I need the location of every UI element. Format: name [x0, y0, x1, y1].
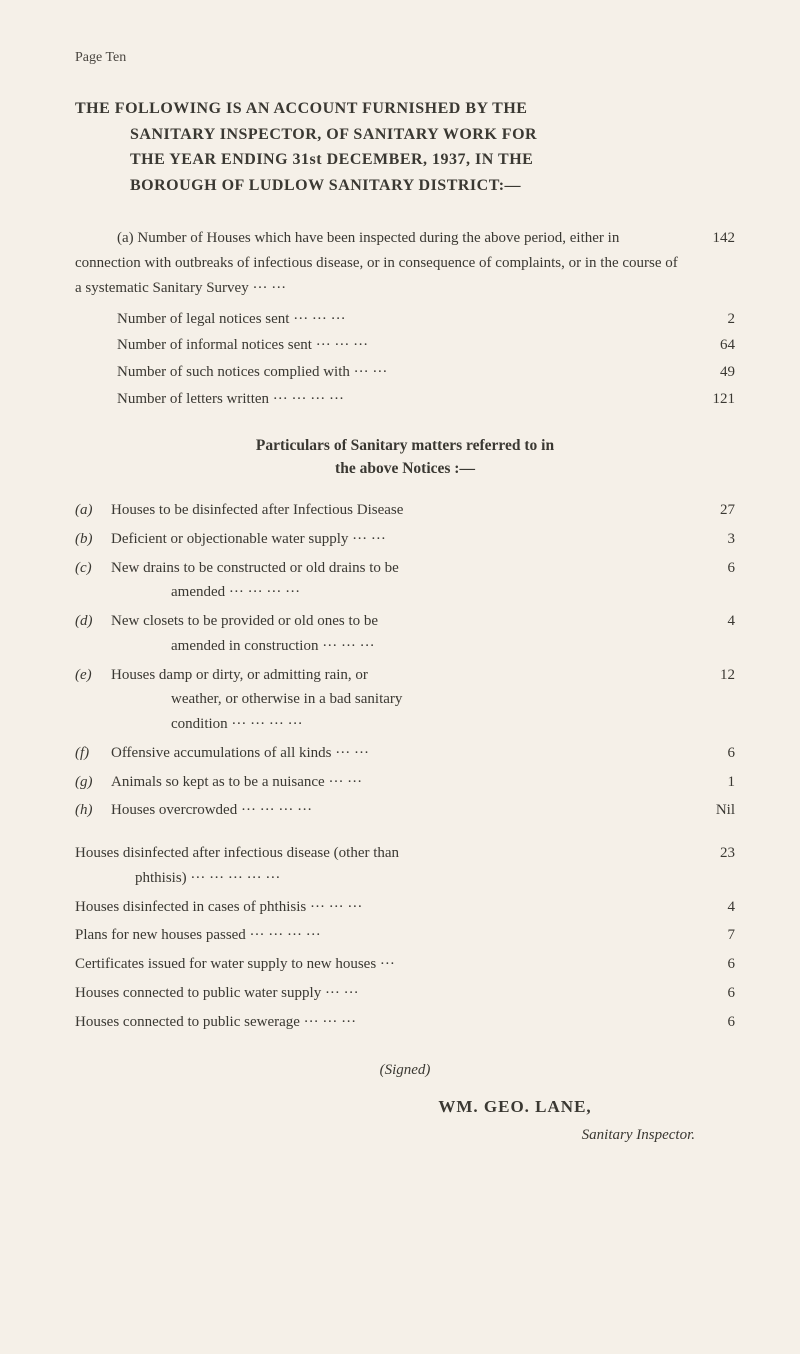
summary-text: Houses connected to public sewerage ··· …	[75, 1010, 685, 1035]
list-marker: (c)	[75, 556, 111, 581]
summary-text: Houses disinfected after infectious dise…	[75, 841, 685, 891]
list-text-cont2: condition ··· ··· ··· ···	[111, 712, 667, 737]
list-item: (f) Offensive accumulations of all kinds…	[75, 741, 735, 766]
title-line-4: BOROUGH OF LUDLOW SANITARY DISTRICT:—	[130, 173, 735, 199]
list-value: 27	[685, 498, 735, 523]
intro-paragraph: (a) Number of Houses which have been ins…	[75, 226, 685, 300]
list-text: Houses overcrowded ··· ··· ··· ···	[111, 798, 685, 823]
sub-row-label: Number of such notices complied with ···…	[75, 360, 685, 385]
sub-row-value: 2	[685, 307, 735, 332]
list-marker: (d)	[75, 609, 111, 634]
page-number-header: Page Ten	[75, 50, 735, 66]
summary-row: Certificates issued for water supply to …	[75, 952, 735, 977]
list-item: (e) Houses damp or dirty, or admitting r…	[75, 663, 735, 737]
section-title-line-2: the above Notices :—	[335, 460, 475, 477]
list-text: Houses to be disinfected after Infectiou…	[111, 498, 685, 523]
summary-value: 6	[685, 981, 735, 1006]
list-item: (c) New drains to be constructed or old …	[75, 556, 735, 606]
list-value: 1	[685, 770, 735, 795]
list-value: 6	[685, 741, 735, 766]
signed-label: (Signed)	[75, 1062, 735, 1079]
list-item: (a) Houses to be disinfected after Infec…	[75, 498, 735, 523]
sub-row: Number of such notices complied with ···…	[75, 360, 735, 385]
document-title: THE FOLLOWING IS AN ACCOUNT FURNISHED BY…	[75, 96, 735, 198]
title-line-3: THE YEAR ENDING 31st DECEMBER, 1937, IN …	[130, 147, 735, 173]
summary-value: 7	[685, 923, 735, 948]
list-text: New closets to be provided or old ones t…	[111, 609, 685, 659]
summary-text: Houses disinfected in cases of phthisis …	[75, 895, 685, 920]
summary-text: Houses connected to public water supply …	[75, 981, 685, 1006]
summary-row: Houses disinfected in cases of phthisis …	[75, 895, 735, 920]
title-line-1: THE FOLLOWING IS AN ACCOUNT FURNISHED BY…	[75, 100, 527, 117]
list-item: (g) Animals so kept as to be a nuisance …	[75, 770, 735, 795]
list-marker: (a)	[75, 498, 111, 523]
title-line-2: SANITARY INSPECTOR, OF SANITARY WORK FOR	[130, 122, 735, 148]
list-text-cont: weather, or otherwise in a bad sanitary	[111, 687, 667, 712]
summary-row: Houses connected to public sewerage ··· …	[75, 1010, 735, 1035]
summary-text-line1: Houses disinfected after infectious dise…	[75, 845, 399, 861]
sub-row: Number of informal notices sent ··· ··· …	[75, 333, 735, 358]
intro-paragraph-row: (a) Number of Houses which have been ins…	[75, 226, 735, 304]
list-text: Offensive accumulations of all kinds ···…	[111, 741, 685, 766]
sub-row-label: Number of legal notices sent ··· ··· ···	[75, 307, 685, 332]
list-marker: (g)	[75, 770, 111, 795]
sub-row: Number of legal notices sent ··· ··· ···…	[75, 307, 735, 332]
sub-row-value: 64	[685, 333, 735, 358]
summary-value: 6	[685, 1010, 735, 1035]
list-text-cont: amended ··· ··· ··· ···	[111, 580, 667, 605]
list-marker: (e)	[75, 663, 111, 688]
sub-row-value: 121	[685, 387, 735, 412]
particulars-list: (a) Houses to be disinfected after Infec…	[75, 498, 735, 823]
summary-row: Houses disinfected after infectious dise…	[75, 841, 735, 891]
summary-value: 6	[685, 952, 735, 977]
summary-text: Certificates issued for water supply to …	[75, 952, 685, 977]
list-item: (b) Deficient or objectionable water sup…	[75, 527, 735, 552]
list-marker: (f)	[75, 741, 111, 766]
sub-row-label: Number of informal notices sent ··· ··· …	[75, 333, 685, 358]
section-title-line-1: Particulars of Sanitary matters referred…	[256, 437, 554, 454]
list-text-line1: New closets to be provided or old ones t…	[111, 613, 378, 629]
list-marker: (b)	[75, 527, 111, 552]
summary-text: Plans for new houses passed ··· ··· ··· …	[75, 923, 685, 948]
list-text: New drains to be constructed or old drai…	[111, 556, 685, 606]
list-item: (d) New closets to be provided or old on…	[75, 609, 735, 659]
sub-row-value: 49	[685, 360, 735, 385]
sub-row: Number of letters written ··· ··· ··· ··…	[75, 387, 735, 412]
summary-row: Houses connected to public water supply …	[75, 981, 735, 1006]
list-text: Animals so kept as to be a nuisance ··· …	[111, 770, 685, 795]
list-text-line1: New drains to be constructed or old drai…	[111, 560, 399, 576]
list-value: 12	[685, 663, 735, 688]
list-value: 3	[685, 527, 735, 552]
summary-value: 4	[685, 895, 735, 920]
list-value: Nil	[685, 798, 735, 823]
summary-text-cont: phthisis) ··· ··· ··· ··· ···	[75, 866, 667, 891]
intro-value: 142	[685, 226, 735, 251]
sub-row-label: Number of letters written ··· ··· ··· ··…	[75, 387, 685, 412]
list-text-line1: Houses damp or dirty, or admitting rain,…	[111, 667, 368, 683]
list-value: 4	[685, 609, 735, 634]
list-text-cont: amended in construction ··· ··· ···	[111, 634, 667, 659]
summary-row: Plans for new houses passed ··· ··· ··· …	[75, 923, 735, 948]
list-text: Houses damp or dirty, or admitting rain,…	[111, 663, 685, 737]
list-value: 6	[685, 556, 735, 581]
list-item: (h) Houses overcrowded ··· ··· ··· ··· N…	[75, 798, 735, 823]
summary-value: 23	[685, 841, 735, 866]
section-title: Particulars of Sanitary matters referred…	[75, 434, 735, 481]
list-text: Deficient or objectionable water supply …	[111, 527, 685, 552]
signature-role: Sanitary Inspector.	[75, 1127, 735, 1144]
signature-name: WM. GEO. LANE,	[75, 1097, 735, 1117]
list-marker: (h)	[75, 798, 111, 823]
